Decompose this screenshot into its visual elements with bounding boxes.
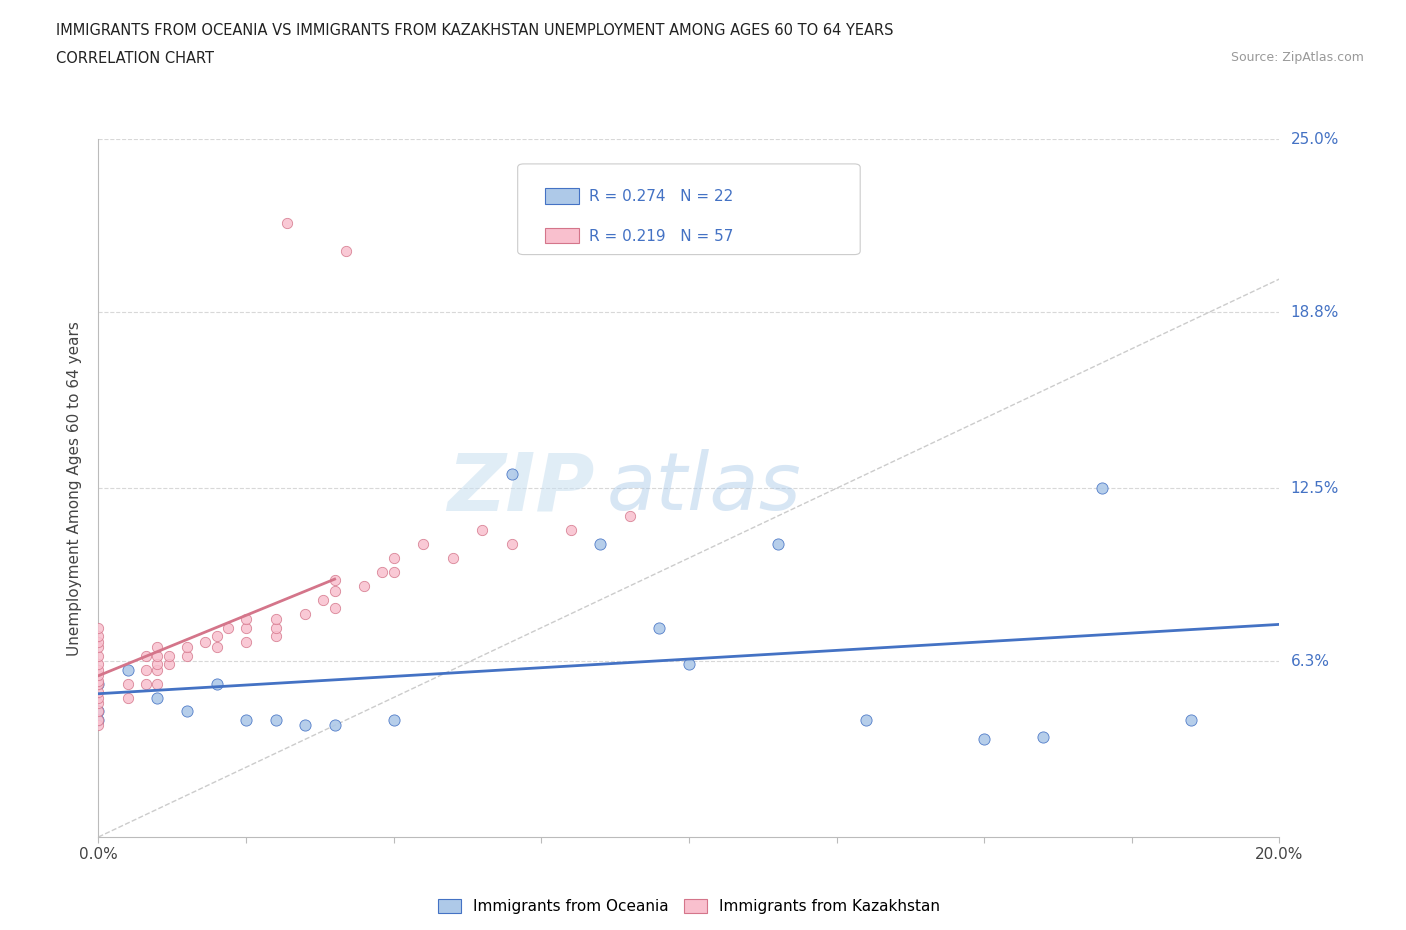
Point bbox=[217, 620, 239, 635]
Point bbox=[87, 676, 110, 691]
Point bbox=[146, 640, 169, 655]
Point bbox=[264, 620, 287, 635]
Point bbox=[117, 690, 139, 705]
Point bbox=[766, 537, 789, 551]
Point bbox=[146, 690, 169, 705]
Text: IMMIGRANTS FROM OCEANIA VS IMMIGRANTS FROM KAZAKHSTAN UNEMPLOYMENT AMONG AGES 60: IMMIGRANTS FROM OCEANIA VS IMMIGRANTS FR… bbox=[56, 23, 894, 38]
Point bbox=[176, 648, 198, 663]
Point bbox=[87, 696, 110, 711]
Point bbox=[501, 467, 523, 482]
Point bbox=[87, 676, 110, 691]
Point bbox=[146, 662, 169, 677]
Point bbox=[855, 712, 877, 727]
Point bbox=[264, 629, 287, 644]
Point bbox=[382, 712, 405, 727]
Point bbox=[87, 704, 110, 719]
Point bbox=[87, 712, 110, 727]
Point bbox=[973, 732, 995, 747]
Point bbox=[87, 648, 110, 663]
Point bbox=[87, 718, 110, 733]
FancyBboxPatch shape bbox=[517, 164, 860, 255]
Point bbox=[176, 704, 198, 719]
Point bbox=[648, 620, 671, 635]
Point bbox=[87, 673, 110, 688]
Point bbox=[87, 668, 110, 683]
Point bbox=[276, 216, 298, 231]
Point bbox=[235, 712, 257, 727]
Text: 12.5%: 12.5% bbox=[1291, 481, 1339, 496]
Point bbox=[323, 573, 346, 588]
Point bbox=[501, 537, 523, 551]
Point bbox=[117, 662, 139, 677]
Point bbox=[87, 620, 110, 635]
Text: 6.3%: 6.3% bbox=[1291, 654, 1330, 669]
Point bbox=[235, 620, 257, 635]
Point bbox=[471, 523, 494, 538]
Point bbox=[1180, 712, 1202, 727]
Point bbox=[146, 648, 169, 663]
Point bbox=[294, 718, 316, 733]
Point bbox=[87, 634, 110, 649]
Point bbox=[441, 551, 464, 565]
Point bbox=[117, 676, 139, 691]
Point bbox=[678, 657, 700, 671]
Point bbox=[194, 634, 217, 649]
Point bbox=[335, 244, 357, 259]
Y-axis label: Unemployment Among Ages 60 to 64 years: Unemployment Among Ages 60 to 64 years bbox=[67, 321, 83, 656]
Text: ZIP: ZIP bbox=[447, 449, 595, 527]
Point bbox=[589, 537, 612, 551]
Point bbox=[382, 565, 405, 579]
Point bbox=[87, 629, 110, 644]
Point bbox=[235, 634, 257, 649]
Point bbox=[157, 648, 180, 663]
Point bbox=[412, 537, 434, 551]
Point bbox=[205, 640, 228, 655]
Point bbox=[205, 676, 228, 691]
Point bbox=[619, 509, 641, 524]
Text: R = 0.219   N = 57: R = 0.219 N = 57 bbox=[589, 229, 733, 244]
Point bbox=[135, 662, 157, 677]
Point bbox=[353, 578, 375, 593]
Point bbox=[1091, 481, 1114, 496]
Point bbox=[312, 592, 335, 607]
Point bbox=[560, 523, 582, 538]
Point bbox=[205, 629, 228, 644]
Point bbox=[294, 606, 316, 621]
Text: 25.0%: 25.0% bbox=[1291, 132, 1339, 147]
Point bbox=[146, 657, 169, 671]
Text: R = 0.274   N = 22: R = 0.274 N = 22 bbox=[589, 189, 733, 205]
Point bbox=[135, 648, 157, 663]
Point bbox=[146, 676, 169, 691]
Point bbox=[371, 565, 394, 579]
Point bbox=[323, 718, 346, 733]
Point bbox=[87, 657, 110, 671]
Text: Source: ZipAtlas.com: Source: ZipAtlas.com bbox=[1230, 51, 1364, 64]
Text: 18.8%: 18.8% bbox=[1291, 305, 1339, 320]
Point bbox=[323, 584, 346, 599]
FancyBboxPatch shape bbox=[546, 188, 579, 204]
Point bbox=[235, 612, 257, 627]
Point bbox=[264, 712, 287, 727]
Point bbox=[176, 640, 198, 655]
FancyBboxPatch shape bbox=[546, 228, 579, 243]
Point bbox=[87, 712, 110, 727]
Legend: Immigrants from Oceania, Immigrants from Kazakhstan: Immigrants from Oceania, Immigrants from… bbox=[432, 893, 946, 920]
Point bbox=[382, 551, 405, 565]
Point bbox=[323, 601, 346, 616]
Point bbox=[135, 676, 157, 691]
Point bbox=[87, 640, 110, 655]
Point bbox=[157, 657, 180, 671]
Point bbox=[87, 704, 110, 719]
Text: CORRELATION CHART: CORRELATION CHART bbox=[56, 51, 214, 66]
Point bbox=[1032, 729, 1054, 744]
Point bbox=[87, 690, 110, 705]
Point bbox=[264, 612, 287, 627]
Point bbox=[87, 662, 110, 677]
Point bbox=[87, 684, 110, 699]
Text: atlas: atlas bbox=[606, 449, 801, 527]
